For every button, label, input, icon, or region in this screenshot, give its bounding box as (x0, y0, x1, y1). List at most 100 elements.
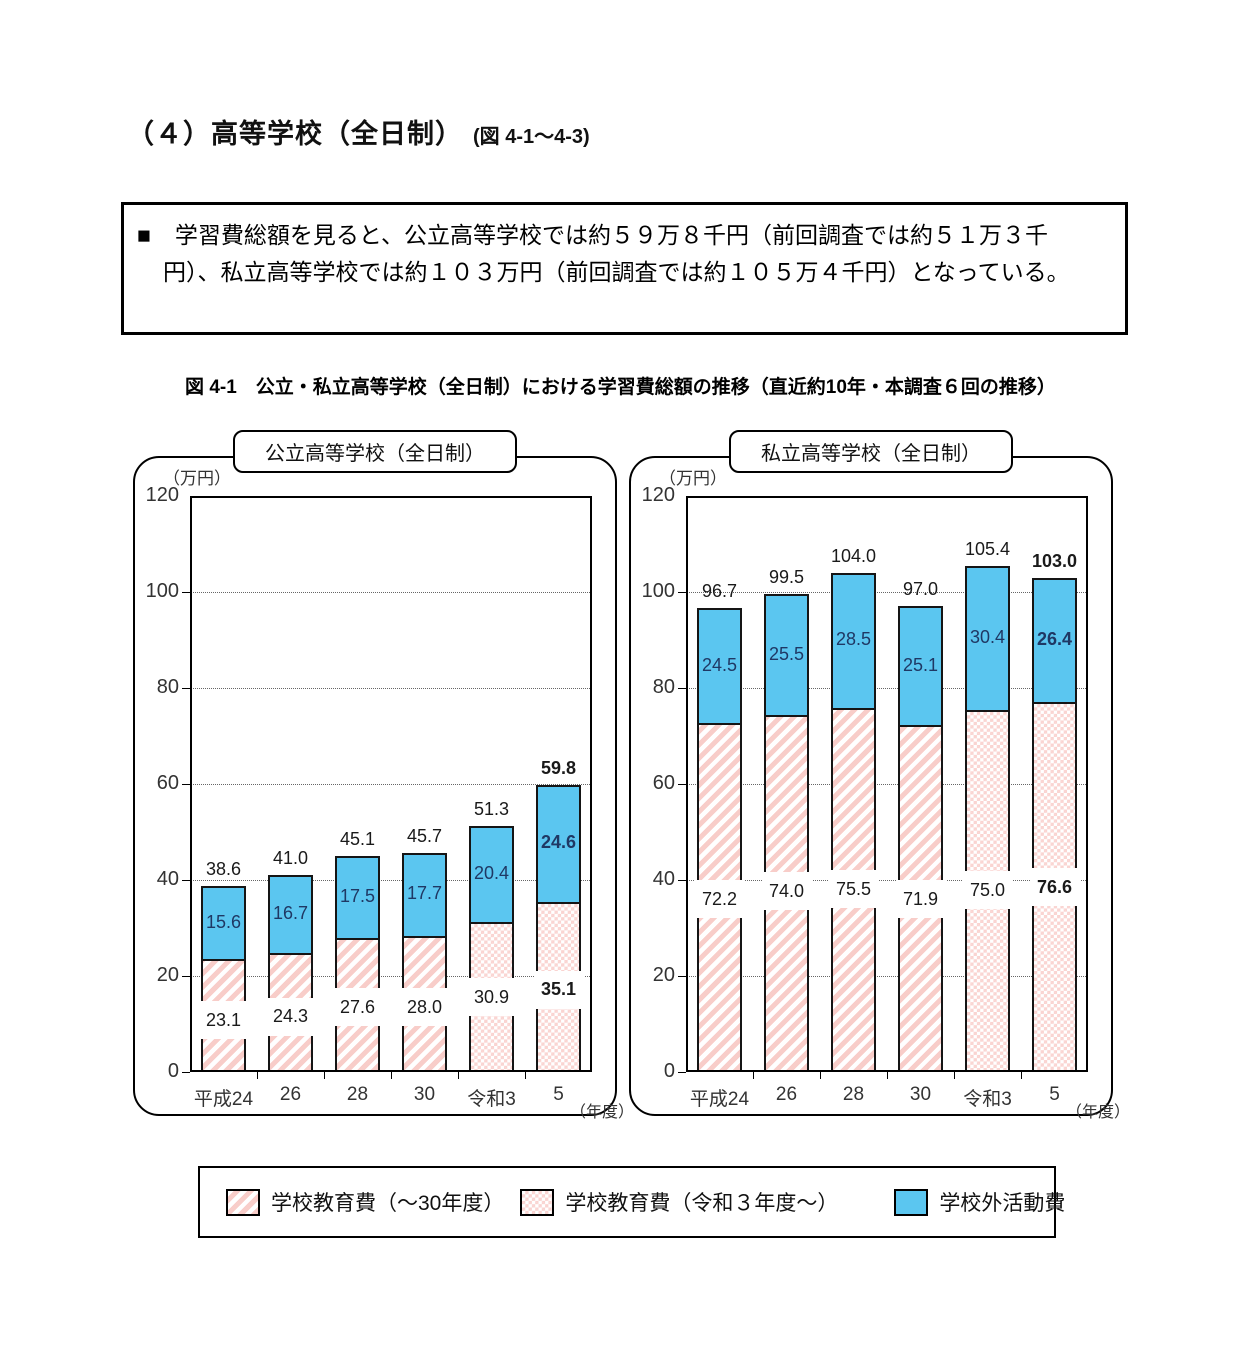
school-education-value-label: 71.9 (895, 880, 946, 919)
bullet-square-icon: ■ (137, 222, 151, 248)
y-tick-mark (182, 976, 190, 977)
y-tick-label: 20 (652, 964, 675, 986)
y-tick-label: 40 (652, 868, 675, 890)
y-tick-label: 120 (641, 484, 675, 506)
chart-title-private: 私立高等学校（全日制） (729, 430, 1013, 473)
bar-segment-outside-activity (831, 572, 876, 710)
x-tick-mark (753, 1072, 754, 1079)
y-tick-mark (182, 784, 190, 785)
gridline (190, 976, 592, 977)
outside-activity-value-label: 24.5 (701, 654, 738, 675)
school-education-value-label: 30.9 (466, 978, 517, 1017)
total-value-label: 105.4 (964, 539, 1011, 560)
legend-item-edu-stripe: 学校教育費（～30年度） (226, 1187, 504, 1217)
x-tick-label: 5 (553, 1084, 564, 1105)
x-tick-mark (257, 1072, 258, 1079)
school-education-value-label: 76.6 (1029, 868, 1080, 907)
summary-text: 学習費総額を見ると、公立高等学校では約５９万８千円（前回調査では約５１万３千円）… (163, 223, 1070, 285)
y-tick-mark (678, 880, 686, 881)
outside-activity-value-label: 26.4 (1036, 628, 1073, 649)
school-education-value-label: 27.6 (332, 988, 383, 1027)
section-title-figure-ref: (図 4-1～4-3) (473, 126, 590, 148)
bar-segment-outside-activity (536, 785, 581, 904)
outside-activity-value-label: 20.4 (473, 862, 510, 883)
total-value-label: 96.7 (701, 580, 738, 601)
school-education-value-label: 72.2 (694, 880, 745, 919)
outside-activity-value-label: 24.6 (540, 832, 577, 853)
y-tick-mark (678, 784, 686, 785)
bar-segment-outside-activity (201, 886, 246, 962)
y-tick-label: 20 (156, 964, 179, 986)
total-value-label: 45.1 (339, 828, 376, 849)
x-tick-mark (954, 1072, 955, 1079)
gridline (190, 784, 592, 785)
outside-activity-value-label: 30.4 (969, 627, 1006, 648)
x-tick-label: 令和3 (963, 1089, 1012, 1110)
legend-item-outside-activity: 学校外活動費 (894, 1187, 1065, 1217)
chart-plot-private: （万円） 0 20 40 60 80 100 120 96.7 24.5 72.2 平成24 99.5 2… (629, 456, 1130, 1121)
gridline (190, 592, 592, 593)
school-education-value-label: 28.0 (399, 988, 450, 1027)
x-tick-label: 平成24 (689, 1089, 750, 1110)
chart-plot-public: （万円） 0 20 40 60 80 100 120 38.6 15.6 23.1 平成24 41.0 1… (133, 456, 634, 1121)
y-tick-label: 40 (156, 868, 179, 890)
x-tick-mark (525, 1072, 526, 1079)
bar-segment-outside-activity (335, 855, 380, 940)
bar-segment-outside-activity (697, 607, 742, 726)
bar-segment-outside-activity (469, 825, 514, 924)
legend-item-edu-checker: 学校教育費（令和３年度～） (520, 1187, 838, 1217)
gridline (686, 976, 1088, 977)
chart-public-high-school: 公立高等学校（全日制） （万円） 0 20 40 60 80 100 120 38.6 15.6 2… (133, 430, 634, 1121)
y-tick-label: 0 (663, 1060, 675, 1082)
y-tick-label: 80 (156, 676, 179, 698)
x-tick-label: 26 (775, 1084, 798, 1105)
legend-label-outside-activity: 学校外活動費 (939, 1192, 1066, 1215)
school-education-value-label: 23.1 (198, 1001, 249, 1040)
bar-segment-outside-activity (764, 594, 809, 717)
legend-swatch-checker-icon (520, 1188, 555, 1216)
bar-segment-outside-activity (402, 852, 447, 938)
x-axis-unit-label: （年度） (570, 1104, 635, 1121)
gridline (686, 688, 1088, 689)
y-axis-unit-label: （万円） (659, 469, 727, 488)
chart-private-high-school: 私立高等学校（全日制） （万円） 0 20 40 60 80 100 120 96.7 24.5 7… (629, 430, 1130, 1121)
outside-activity-value-label: 16.7 (272, 903, 309, 924)
x-tick-label: 令和3 (467, 1089, 516, 1110)
x-tick-mark (1021, 1072, 1022, 1079)
school-education-value-label: 35.1 (533, 970, 584, 1009)
legend-swatch-blue-icon (894, 1188, 929, 1216)
legend-swatch-stripe-icon (226, 1188, 260, 1216)
total-value-label: 41.0 (272, 848, 309, 869)
y-tick-mark (182, 1072, 190, 1073)
gridline (686, 880, 1088, 881)
x-axis-unit-label: （年度） (1066, 1104, 1131, 1121)
section-title: （４）高等学校（全日制） (図 4-1～4-3) (127, 112, 590, 151)
x-tick-label: 28 (842, 1084, 865, 1105)
school-education-value-label: 75.0 (962, 871, 1013, 910)
bar-segment-outside-activity (268, 875, 313, 956)
y-tick-label: 60 (156, 772, 179, 794)
y-tick-mark (182, 592, 190, 593)
school-education-value-label: 75.5 (828, 870, 879, 909)
y-tick-mark (678, 1072, 686, 1073)
y-tick-mark (678, 592, 686, 593)
bar-segment-outside-activity (965, 566, 1010, 712)
summary-box: ■ 学習費総額を見ると、公立高等学校では約５９万８千円（前回調査では約５１万３千円… (121, 202, 1128, 335)
total-value-label: 59.8 (540, 758, 577, 779)
total-value-label: 97.0 (902, 579, 939, 600)
total-value-label: 51.3 (473, 798, 510, 819)
legend: 学校教育費（～30年度） 学校教育費（令和３年度～） 学校外活動費 (198, 1166, 1065, 1238)
total-value-label: 99.5 (768, 567, 805, 588)
x-tick-label: 5 (1049, 1084, 1060, 1105)
legend-label-edu-stripe: 学校教育費（～30年度） (271, 1192, 505, 1215)
gridline (190, 880, 592, 881)
total-value-label: 104.0 (830, 545, 877, 566)
total-value-label: 103.0 (1031, 550, 1078, 571)
school-education-value-label: 24.3 (265, 997, 316, 1036)
y-tick-mark (678, 976, 686, 977)
figure-caption: 図 4-1 公立・私立高等学校（全日制）における学習費総額の推移（直近約10年・… (185, 377, 1056, 398)
outside-activity-value-label: 17.7 (406, 883, 443, 904)
outside-activity-value-label: 25.5 (768, 643, 805, 664)
x-tick-mark (324, 1072, 325, 1079)
